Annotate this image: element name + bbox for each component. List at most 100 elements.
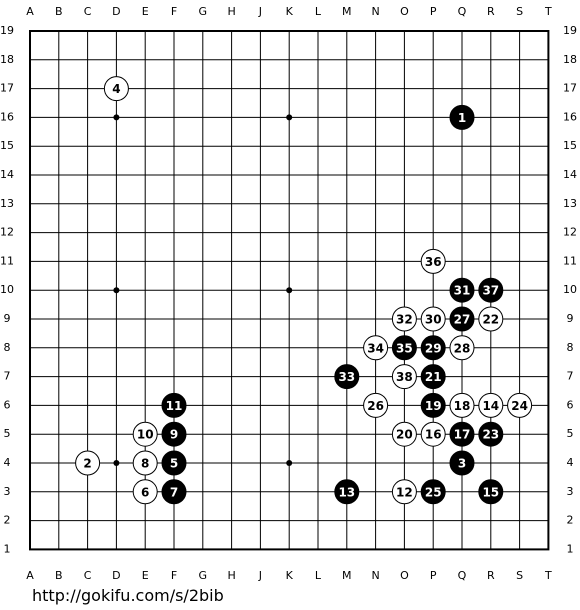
black-stone	[449, 421, 475, 447]
white-stone	[391, 364, 417, 390]
row-label: 7	[4, 370, 11, 383]
white-stone	[363, 335, 389, 361]
column-label: B	[55, 569, 63, 582]
white-stone	[363, 392, 389, 418]
column-label: B	[55, 5, 63, 18]
black-stone	[449, 450, 475, 476]
column-label: D	[112, 5, 120, 18]
row-label: 3	[567, 485, 574, 498]
black-stone	[449, 104, 475, 130]
black-stone	[478, 479, 504, 505]
column-label: S	[516, 569, 523, 582]
column-label: F	[171, 569, 177, 582]
row-label: 14	[0, 168, 14, 181]
row-label: 4	[567, 456, 574, 469]
move-number: 24	[511, 399, 528, 413]
star-point	[286, 460, 293, 466]
white-stone	[420, 248, 446, 274]
move-number: 38	[396, 370, 413, 384]
column-label: A	[26, 5, 34, 18]
star-point	[113, 114, 120, 121]
move-number: 33	[338, 370, 355, 384]
row-label: 18	[563, 53, 577, 66]
white-stone	[132, 421, 158, 447]
column-label: E	[142, 569, 149, 582]
column-label: P	[430, 5, 437, 18]
move-number: 32	[396, 313, 413, 327]
column-label: E	[142, 5, 149, 18]
column-label: K	[286, 569, 294, 582]
move-number: 23	[482, 428, 499, 442]
move-number: 26	[367, 399, 384, 413]
black-stone	[334, 364, 360, 390]
white-stone	[507, 392, 533, 418]
move-number: 16	[425, 428, 442, 442]
white-stone	[449, 335, 475, 361]
move-number: 4	[112, 82, 120, 96]
move-number: 11	[166, 399, 183, 413]
move-number: 25	[425, 485, 442, 499]
row-label: 8	[567, 341, 574, 354]
column-label: O	[400, 569, 409, 582]
column-label: T	[544, 5, 552, 18]
row-label: 9	[567, 312, 574, 325]
row-label: 5	[567, 427, 574, 440]
row-label: 15	[563, 139, 577, 152]
black-stone	[420, 479, 446, 505]
black-stone	[449, 277, 475, 303]
move-number: 9	[170, 428, 178, 442]
row-label: 14	[563, 168, 577, 181]
move-number: 15	[482, 485, 499, 499]
black-stone	[478, 421, 504, 447]
white-stone	[478, 392, 504, 418]
column-label: N	[371, 5, 379, 18]
move-number: 29	[425, 341, 442, 355]
white-stone	[449, 392, 475, 418]
black-stone	[391, 335, 417, 361]
move-number: 21	[425, 370, 442, 384]
move-number: 18	[454, 399, 471, 413]
column-label: C	[84, 5, 92, 18]
white-stone	[132, 479, 158, 505]
column-label: K	[286, 5, 294, 18]
column-label: L	[315, 5, 322, 18]
move-number: 6	[141, 485, 149, 499]
black-stone	[161, 392, 187, 418]
white-stone	[478, 306, 504, 332]
column-label: H	[227, 5, 235, 18]
column-label: J	[258, 5, 262, 18]
row-label: 1	[567, 542, 574, 555]
row-label: 18	[0, 53, 14, 66]
move-number: 22	[482, 313, 499, 327]
white-stone	[391, 306, 417, 332]
white-stone	[391, 421, 417, 447]
row-label: 2	[4, 514, 11, 527]
row-label: 17	[563, 82, 577, 95]
column-label: H	[227, 569, 235, 582]
star-point	[113, 460, 120, 466]
move-number: 3	[458, 457, 466, 471]
move-number: 31	[454, 284, 471, 298]
column-label: L	[315, 569, 322, 582]
board-edge	[29, 30, 550, 551]
move-number: 8	[141, 457, 149, 471]
move-number: 30	[425, 313, 442, 327]
move-number: 37	[482, 284, 499, 298]
row-label: 12	[0, 226, 14, 239]
move-number: 27	[454, 313, 471, 327]
move-number: 12	[396, 485, 413, 499]
move-number: 1	[458, 111, 466, 125]
column-label: Q	[458, 569, 467, 582]
row-label: 10	[563, 283, 577, 296]
row-label: 17	[0, 82, 14, 95]
black-stone	[420, 364, 446, 390]
column-label: Q	[458, 5, 467, 18]
row-label: 16	[0, 110, 14, 123]
black-stone	[161, 450, 187, 476]
row-label: 11	[563, 254, 577, 267]
source-url: http://gokifu.com/s/2bib	[32, 586, 224, 605]
move-number: 34	[367, 341, 384, 355]
